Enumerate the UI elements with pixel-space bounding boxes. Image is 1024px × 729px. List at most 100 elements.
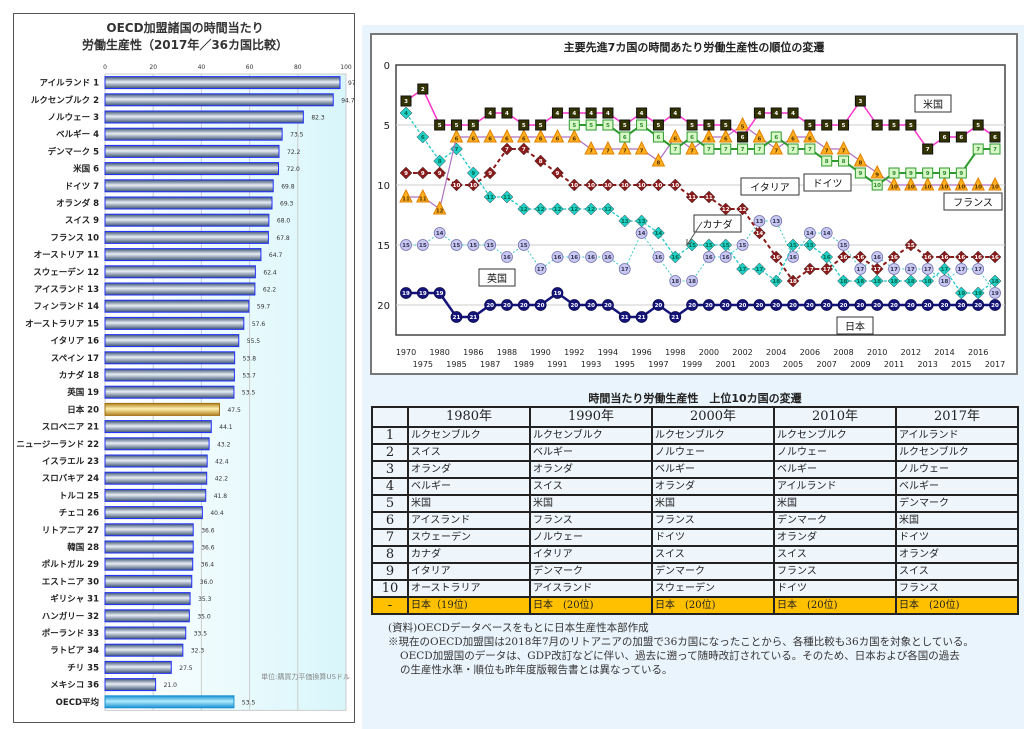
- value-label: 68.0: [277, 218, 291, 225]
- data-point: [668, 128, 683, 143]
- data-label: 9: [875, 173, 879, 179]
- x-tick-label: 1986: [463, 348, 483, 357]
- data-label: 6: [488, 137, 492, 143]
- data-point: [803, 299, 816, 311]
- data-label: 16: [941, 255, 949, 261]
- bar: [104, 316, 245, 330]
- data-point: [719, 299, 732, 311]
- country-cell: ドイツ: [773, 579, 897, 598]
- data-label: 13: [756, 219, 764, 225]
- data-point: [871, 251, 884, 263]
- data-point: [585, 119, 597, 131]
- data-label: 14: [756, 231, 764, 237]
- data-label: 6: [471, 137, 475, 143]
- rank-cell: 10: [371, 579, 409, 598]
- country-cell: オランダ: [529, 460, 653, 479]
- data-point: [972, 119, 984, 131]
- series-label-box: [803, 173, 852, 192]
- value-label: 27.5: [179, 665, 193, 672]
- data-point: [938, 299, 951, 311]
- data-point: [837, 274, 850, 288]
- data-point: [989, 299, 1001, 311]
- country-cell: スイス: [407, 443, 531, 462]
- data-point: [787, 107, 799, 119]
- data-point: [534, 154, 547, 168]
- data-point: [602, 107, 614, 119]
- data-point: [668, 178, 682, 192]
- country-cell: ルクセンブルク: [895, 443, 1019, 462]
- value-label: 59.7: [257, 304, 271, 311]
- data-label: 12: [554, 207, 562, 213]
- data-label: 7: [791, 147, 795, 153]
- data-label: 10: [570, 183, 578, 189]
- value-label: 55.5: [247, 338, 261, 345]
- data-label: 17: [823, 267, 831, 273]
- data-label: 20: [756, 303, 764, 309]
- data-point: [601, 202, 615, 216]
- category-label: ノルウェー 3: [48, 113, 99, 123]
- notes: (資料)OECDデータベースをもとに日本生産性本部作成 ※現在のOECD加盟国は…: [388, 621, 1019, 677]
- data-point: [535, 119, 547, 131]
- category-label: フィンランド 14: [33, 302, 99, 312]
- category-label: オーストラリア 15: [25, 319, 99, 329]
- x-tick-label: 1989: [514, 360, 534, 369]
- data-label: 20: [486, 303, 494, 309]
- data-label: 6: [993, 135, 997, 141]
- data-label: 10: [924, 185, 932, 191]
- data-label: 20: [705, 303, 713, 309]
- data-label: 10: [958, 185, 966, 191]
- data-point: [703, 299, 715, 311]
- data-point: [518, 119, 530, 131]
- line-chart-panel: 主要先進7カ国の時間あたり労働生産性の順位の変遷 0 5 10 15 20 1970 1975…: [370, 33, 1018, 375]
- category-label: 英国 19: [66, 387, 99, 398]
- data-point: [551, 251, 564, 263]
- data-point: [720, 119, 732, 131]
- data-label: 15: [419, 243, 427, 249]
- data-point: [804, 143, 816, 155]
- data-label: 12: [739, 207, 747, 213]
- data-point: [921, 274, 935, 288]
- data-label: 4: [774, 111, 778, 117]
- data-label: 16: [890, 255, 898, 261]
- data-label: 2: [421, 87, 425, 93]
- data-label: 20: [924, 303, 932, 309]
- value-label: 40.4: [210, 510, 224, 517]
- x-tick-label: 2011: [884, 360, 904, 369]
- data-point: [585, 299, 598, 311]
- data-point: [433, 166, 447, 180]
- data-point: [770, 215, 783, 227]
- x-tick-label: 2014: [934, 348, 954, 357]
- bar: [104, 420, 212, 434]
- bar: [104, 557, 194, 571]
- data-label: 8: [438, 159, 442, 165]
- data-label: 20: [537, 303, 545, 309]
- data-label: 18: [907, 279, 915, 285]
- data-label: 6: [774, 135, 778, 141]
- data-label: 20: [722, 303, 730, 309]
- data-point: [787, 143, 799, 155]
- data-point: [686, 275, 698, 287]
- data-label: 17: [739, 267, 747, 273]
- data-label: 20: [806, 303, 814, 309]
- data-label: 18: [924, 279, 932, 285]
- data-point: [955, 299, 968, 311]
- data-label: 5: [909, 123, 913, 129]
- data-point: [703, 251, 715, 263]
- data-point: [400, 95, 412, 107]
- note-source: (資料)OECDデータベースをもとに日本生産性本部作成: [388, 622, 649, 634]
- country-cell: アイルランド: [895, 426, 1019, 445]
- bar-chart-title: OECD加盟諸国の時間当たり 労働生産性（2017年／36カ国比較）: [14, 20, 356, 54]
- data-point: [669, 107, 681, 119]
- data-point: [416, 166, 430, 180]
- data-label: 12: [436, 209, 444, 215]
- bar: [104, 402, 220, 416]
- data-label: 5: [724, 123, 728, 129]
- data-point: [854, 250, 867, 264]
- data-point: [770, 131, 782, 143]
- x-tick-label: 2005: [783, 360, 803, 369]
- bar: [104, 93, 334, 107]
- data-point: [735, 116, 750, 131]
- data-point: [533, 128, 548, 143]
- data-point: [954, 250, 968, 264]
- category-label: チリ 35: [67, 663, 99, 673]
